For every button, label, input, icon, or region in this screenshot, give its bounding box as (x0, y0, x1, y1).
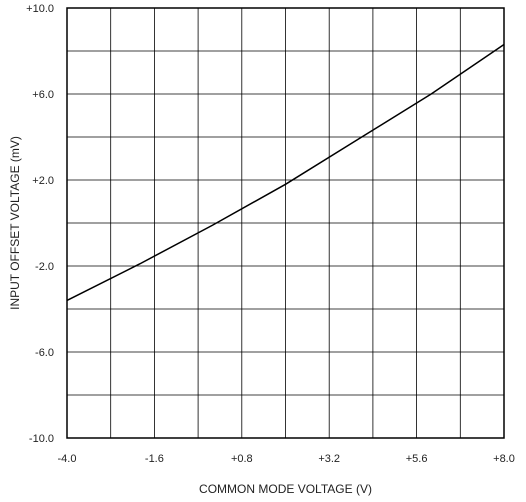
x-tick-label: +5.6 (406, 453, 428, 465)
y-tick-label: +6.0 (32, 89, 54, 101)
y-tick-label: -2.0 (35, 261, 54, 273)
x-tick-labels: -4.0 -1.6 +0.8 +3.2 +5.6 +8.0 (58, 453, 515, 465)
plot-frame (66, 7, 505, 439)
x-tick-label: -4.0 (58, 453, 77, 465)
y-tick-label: +2.0 (32, 175, 54, 187)
y-tick-label: +10.0 (26, 3, 54, 15)
x-axis-label: COMMON MODE VOLTAGE (V) (199, 482, 372, 496)
y-tick-label: -10.0 (29, 433, 54, 445)
y-axis-label: INPUT OFFSET VOLTAGE (mV) (8, 136, 22, 310)
x-tick-label: +3.2 (318, 453, 340, 465)
y-tick-labels: +10.0 +6.0 +2.0 -2.0 -6.0 -10.0 (26, 3, 54, 445)
y-tick-label: -6.0 (35, 347, 54, 359)
x-tick-label: +0.8 (231, 453, 253, 465)
series-line (66, 43, 505, 302)
x-tick-label: -1.6 (145, 453, 164, 465)
x-tick-label: +8.0 (493, 453, 515, 465)
grid-lines (67, 8, 504, 438)
